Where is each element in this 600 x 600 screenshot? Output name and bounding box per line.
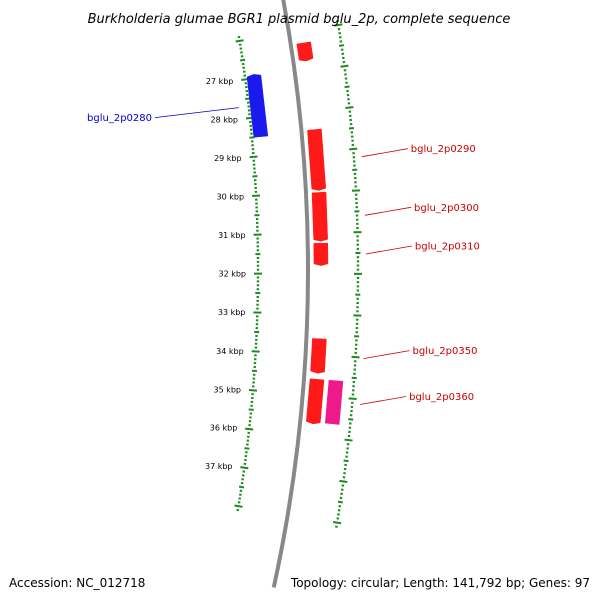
reverse-gene-arrow [246,74,269,138]
gene-label-leader [364,206,412,216]
outer-tick [349,147,358,151]
outer-tick [345,106,354,109]
gene-label-leader [361,148,408,158]
kbp-label: 29 kbp [214,154,242,163]
gene-label: bglu_2p0290 [411,144,476,155]
kbp-label: 31 kbp [218,231,246,240]
kbp-label: 34 kbp [216,347,244,356]
kbp-label: 35 kbp [213,385,241,394]
forward-gene-arrow [311,191,328,242]
outer-tick [333,520,342,525]
gene-label: bglu_2p0350 [413,346,478,357]
inner-tick [249,155,258,159]
gene-label-leader [365,245,412,255]
summary-text: Topology: circular; Length: 141,792 bp; … [290,576,590,590]
inner-tick [234,504,243,508]
plasmid-backbone [271,0,310,588]
gene-label-leader [154,107,239,118]
kbp-labels: 27 kbp 28 kbp 29 kbp 30 kbp 31 kbp 32 kbp 33 k… [205,77,246,471]
inner-tick [240,466,249,470]
inner-tick [244,447,250,450]
outer-tick [343,459,349,463]
kbp-label: 33 kbp [218,308,246,317]
forward-gene-arrow [296,41,314,62]
inner-tick [235,39,244,43]
inner-tick [238,485,245,489]
inner-tick [245,427,254,431]
outer-tick [344,85,350,89]
outer-tick [339,479,348,483]
gene-label: bglu_2p0300 [414,203,479,214]
gene-label: bglu_2p0360 [409,392,474,403]
gene-labels: bglu_2p0280 bglu_2p0290 bglu_2p0300 bglu_2p… [87,107,480,405]
map-title: Burkholderia glumae BGR1 plasmid bglu_2p… [88,12,511,27]
forward-gene-arrow [307,128,327,191]
gene-label-leader [363,350,410,359]
outer-tick [344,438,353,442]
outer-tick [348,397,357,400]
kbp-label: 36 kbp [210,424,238,433]
forward-gene-arrow [310,338,327,374]
accession-text: Accession: NC_012718 [9,576,145,590]
gene-features [246,41,344,425]
gene-label-leader [360,396,407,405]
outer-tick [340,64,349,68]
inner-tick [248,388,258,392]
kbp-label: 30 kbp [217,192,245,201]
outer-tick [338,44,345,47]
kbp-label: 28 kbp [210,115,238,124]
outer-tick [337,500,344,504]
tick-rings [234,19,363,528]
kbp-label: 37 kbp [205,462,233,471]
forward-gene-arrow [313,242,329,266]
rna-gene-block [324,379,344,425]
forward-gene-arrow [306,378,325,425]
gene-label: bglu_2p0280 [87,113,152,124]
inner-tick [239,58,246,62]
kbp-label: 32 kbp [218,270,246,279]
kbp-label: 27 kbp [206,77,234,86]
gene-label: bglu_2p0310 [415,242,480,253]
outer-tick [334,23,343,27]
